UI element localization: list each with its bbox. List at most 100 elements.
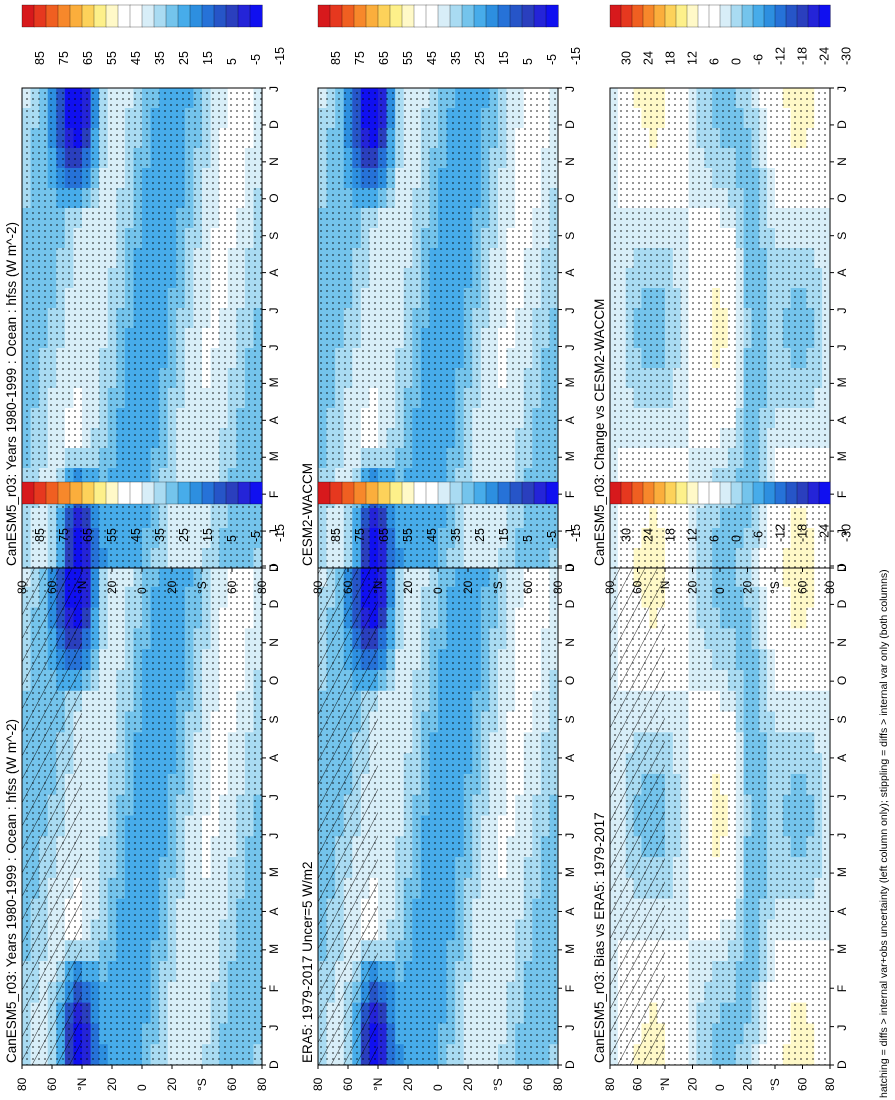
colorbar-label: -15 bbox=[569, 524, 583, 542]
colorbar-swatch bbox=[752, 481, 765, 505]
colorbar-label: 12 bbox=[686, 51, 700, 65]
colorbar-swatch bbox=[653, 481, 666, 505]
month-label: S bbox=[835, 716, 849, 724]
colorbar-swatch bbox=[389, 481, 403, 505]
colorbar-swatch bbox=[686, 481, 699, 505]
colorbar-swatch bbox=[653, 4, 666, 28]
colorbar-label: -6 bbox=[752, 54, 766, 65]
colorbar-swatch bbox=[609, 481, 622, 505]
colorbar-swatch bbox=[81, 481, 95, 505]
month-label: M bbox=[835, 377, 849, 387]
month-label: A bbox=[563, 416, 577, 424]
colorbar-swatch bbox=[249, 481, 263, 505]
colorbar-swatch bbox=[533, 4, 547, 28]
colorbar-label: 25 bbox=[473, 51, 487, 65]
colorbar-swatch bbox=[389, 4, 403, 28]
colorbar-label: 75 bbox=[57, 51, 71, 65]
colorbar-swatch bbox=[473, 481, 487, 505]
month-label: D bbox=[835, 563, 849, 572]
colorbar-swatch bbox=[153, 481, 167, 505]
month-label: A bbox=[563, 907, 577, 915]
lat-label: 20 bbox=[165, 580, 179, 594]
colorbar-label: -30 bbox=[840, 47, 854, 65]
colorbar-swatch bbox=[33, 4, 47, 28]
lat-label: 20 bbox=[741, 580, 755, 594]
month-label: F bbox=[835, 491, 849, 498]
lat-label: 80 bbox=[15, 580, 29, 594]
panel-right-top: CanESM5_r03: Years 1980-1999 : Ocean : h… bbox=[4, 86, 281, 594]
month-label: M bbox=[563, 451, 577, 461]
colorbar-swatch bbox=[545, 481, 559, 505]
colorbar-label: -24 bbox=[818, 47, 832, 65]
colorbar-swatch bbox=[377, 481, 391, 505]
lat-label: 80 bbox=[603, 1077, 617, 1091]
colorbar-label: 24 bbox=[642, 528, 656, 542]
month-label: J bbox=[835, 833, 849, 839]
month-label: J bbox=[267, 529, 281, 535]
month-label: M bbox=[835, 944, 849, 954]
colorbar-swatch bbox=[730, 4, 743, 28]
lat-label: 0 bbox=[713, 587, 727, 594]
colorbar-swatch bbox=[401, 481, 415, 505]
colorbar-swatch bbox=[708, 4, 721, 28]
colorbar-swatch bbox=[763, 481, 776, 505]
colorbar-swatch bbox=[449, 481, 463, 505]
colorbars: 85 75 65 55 45 35 25 15 5 -5 -15 85 75 65 55 45 35 25 15 5-… bbox=[21, 4, 854, 542]
month-label: M bbox=[267, 451, 281, 461]
colorbar-swatch bbox=[69, 481, 83, 505]
month-label: J bbox=[563, 529, 577, 535]
month-label: N bbox=[835, 157, 849, 166]
panel-title: CanESM5_r03: Years 1980-1999 : Ocean : h… bbox=[4, 719, 19, 1063]
month-label: M bbox=[267, 377, 281, 387]
colorbar-swatch bbox=[177, 481, 191, 505]
colorbar-swatch bbox=[609, 4, 622, 28]
panel-left-bottom: CanESM5_r03: Bias vs ERA5: 1979-2017DJFM… bbox=[592, 564, 849, 1091]
lat-label: 0 bbox=[713, 1084, 727, 1091]
month-label: O bbox=[563, 676, 577, 685]
lat-label: 60 bbox=[521, 580, 535, 594]
lat-label: °N bbox=[75, 1078, 89, 1091]
colorbar-swatch bbox=[201, 481, 215, 505]
colorbar-swatch bbox=[807, 4, 820, 28]
month-label: S bbox=[563, 716, 577, 724]
colorbar-bottom-right: 30 24 18 12 6 0 -6 -12 -18 -24 -30 bbox=[609, 481, 854, 542]
month-label: J bbox=[267, 564, 281, 570]
colorbar-label: -15 bbox=[569, 47, 583, 65]
colorbar-swatch bbox=[509, 481, 523, 505]
month-label: A bbox=[835, 269, 849, 277]
colorbar-swatch bbox=[341, 481, 355, 505]
colorbar-swatch bbox=[545, 4, 559, 28]
colorbar-swatch bbox=[117, 481, 131, 505]
colorbar-label: 12 bbox=[686, 528, 700, 542]
colorbar-label: 85 bbox=[329, 51, 343, 65]
month-label: A bbox=[563, 754, 577, 762]
panel-title: CESM2-WACCM bbox=[300, 463, 315, 566]
colorbar-label: -5 bbox=[249, 531, 263, 542]
colorbar-swatch bbox=[341, 4, 355, 28]
colorbar-swatch bbox=[509, 4, 523, 28]
colorbar-swatch bbox=[774, 4, 787, 28]
month-label: O bbox=[835, 676, 849, 685]
colorbar-swatch bbox=[237, 481, 251, 505]
month-label: A bbox=[267, 269, 281, 277]
month-label: F bbox=[835, 985, 849, 992]
lat-label: 60 bbox=[796, 1077, 810, 1091]
colorbar-swatch bbox=[675, 481, 688, 505]
month-label: D bbox=[267, 120, 281, 129]
month-label: M bbox=[267, 944, 281, 954]
month-label: D bbox=[267, 599, 281, 608]
colorbar-top-mid: 85 75 65 55 45 35 25 15 5 -5 -15 bbox=[317, 4, 583, 65]
panel-title: CanESM5_r03: Years 1980-1999 : Ocean : h… bbox=[4, 222, 19, 566]
month-label: M bbox=[563, 867, 577, 877]
colorbar-swatch bbox=[237, 4, 251, 28]
lat-label: 80 bbox=[311, 580, 325, 594]
colorbar-label: 65 bbox=[81, 528, 95, 542]
colorbar-label: -18 bbox=[796, 524, 810, 542]
colorbar-label: -24 bbox=[818, 524, 832, 542]
colorbar-label: 85 bbox=[33, 528, 47, 542]
month-label: J bbox=[267, 308, 281, 314]
colorbar-label: -30 bbox=[840, 524, 854, 542]
month-label: D bbox=[563, 120, 577, 129]
colorbar-swatch bbox=[741, 4, 754, 28]
